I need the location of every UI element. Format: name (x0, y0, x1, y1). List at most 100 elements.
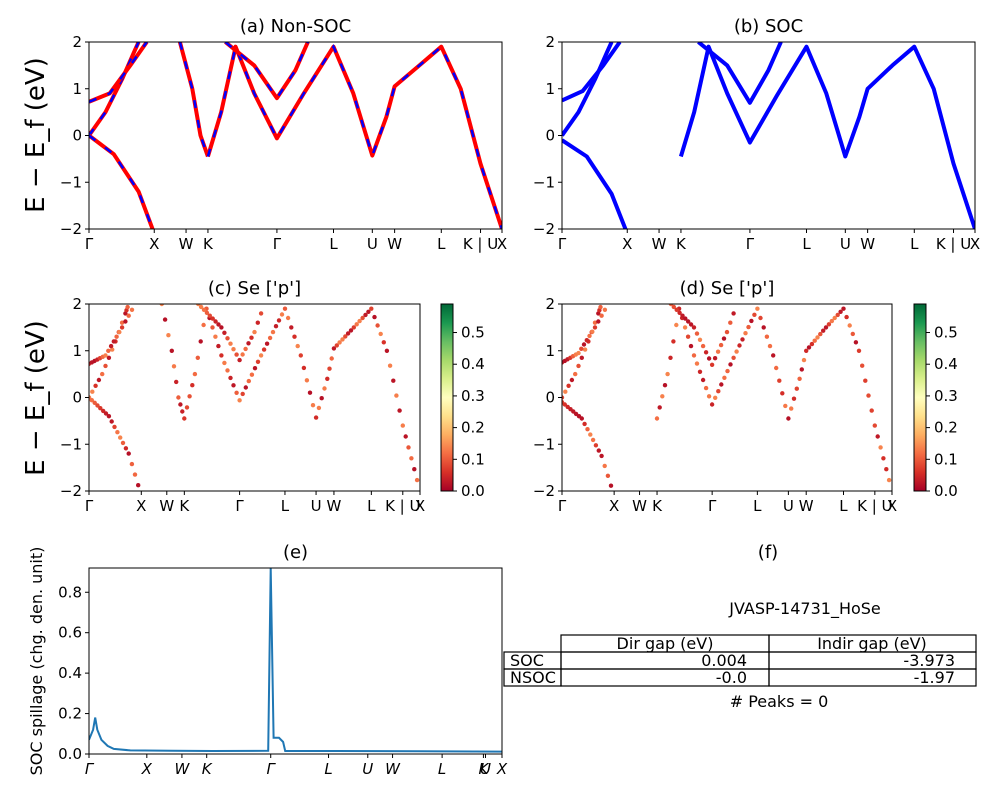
projection-point (755, 306, 760, 311)
panel-f-title: (f) (758, 542, 778, 563)
band-line-dashed (224, 42, 310, 101)
colorbar-tick-label: 0.4 (934, 355, 958, 373)
axes-frame (561, 303, 893, 492)
projection-point (566, 383, 571, 388)
projection-point (237, 357, 242, 363)
projection-point (112, 424, 117, 430)
projection-point (847, 323, 852, 328)
projection-point (660, 394, 665, 399)
projection-point (654, 416, 660, 421)
x-tick-label: Γ (85, 497, 94, 515)
projection-point (95, 403, 100, 408)
projection-point (569, 377, 575, 383)
projection-point (204, 310, 210, 315)
colorbar-gradient (913, 303, 927, 492)
projection-point (719, 382, 724, 387)
panel-f: (f) JVASP-14731_HoSe Dir gap (eV) Indir … (503, 542, 977, 711)
band-line (224, 42, 310, 101)
colorbar-gradient (440, 303, 454, 492)
projection-point (348, 328, 354, 333)
colorbar-tick-label: 0.5 (461, 324, 485, 342)
projection-point (126, 451, 131, 456)
x-tick-label: X (136, 497, 146, 515)
projection-point (691, 325, 697, 330)
projection-point (192, 371, 198, 377)
projection-point (832, 315, 837, 321)
projection-point (351, 325, 356, 330)
projection-point (582, 347, 588, 352)
x-tick-label: L (329, 235, 338, 253)
y-tick-label: 0.6 (58, 624, 82, 642)
projection-point (761, 325, 766, 330)
projection-point (249, 372, 255, 377)
projection-point (818, 331, 823, 337)
projection-point (103, 411, 109, 416)
x-tick-label: K (202, 760, 213, 778)
projection-point (709, 362, 715, 367)
projection-point (289, 325, 294, 330)
panel-title: (e) (283, 542, 308, 563)
x-tick-label: Γ (235, 497, 244, 515)
x-tick-label: X (497, 235, 507, 253)
y-tick-label: 1 (545, 80, 555, 98)
x-tick-label: Γ (558, 497, 567, 515)
panel-title: (c) Se ['p'] (208, 278, 301, 299)
projection-point (381, 340, 386, 345)
x-tick-label: X (415, 497, 425, 515)
y-axis-label: SOC spillage (chg. den. unit) (27, 547, 46, 776)
projection-point (794, 386, 799, 391)
projection-point (96, 377, 102, 383)
y-tick-label: 2 (545, 33, 555, 51)
projection-point (337, 340, 342, 345)
projection-point (806, 345, 812, 350)
x-tick-label: U (783, 497, 794, 515)
projection-point (605, 473, 611, 478)
projection-point (866, 393, 871, 398)
projection-point (746, 324, 751, 330)
projection-point (246, 378, 251, 384)
projection-point (767, 343, 773, 349)
projection-point (683, 316, 688, 321)
projection-point (378, 331, 383, 337)
projection-point (789, 406, 794, 411)
projection-point (219, 325, 224, 330)
x-tick-label: K (203, 235, 214, 253)
projection-point (599, 453, 604, 459)
projection-point (343, 334, 348, 339)
x-tick-label: K | U (385, 497, 420, 515)
projection-point (225, 336, 230, 341)
projection-point (844, 314, 849, 320)
projection-point (801, 357, 807, 363)
band-line-dashed (206, 42, 502, 229)
x-tick-label: W (175, 760, 191, 778)
projection-point (198, 339, 203, 344)
projection-point (592, 320, 598, 325)
x-tick-label: W (327, 497, 342, 515)
projection-point (187, 394, 192, 399)
projection-point (685, 334, 691, 339)
projection-point (115, 430, 120, 435)
projection-point (665, 371, 670, 377)
x-tick-label: W (652, 235, 667, 253)
projection-point (120, 440, 126, 446)
projection-point (590, 437, 596, 443)
projection-point (360, 315, 365, 321)
projection-point (573, 371, 578, 377)
band-line-dashed (89, 134, 154, 229)
projection-point (240, 352, 245, 357)
x-tick-label: Γ (746, 235, 755, 253)
projection-point (252, 366, 258, 371)
band-line-dashed (178, 42, 210, 157)
projection-point (737, 343, 742, 348)
x-tick-label: L (802, 235, 811, 253)
projection-point (108, 343, 114, 349)
projection-point (680, 313, 685, 318)
projection-point (731, 355, 736, 360)
projection-point (322, 386, 327, 391)
projection-point (686, 319, 691, 324)
colorbar-tick-label: 0.0 (461, 482, 485, 500)
projection-point (261, 347, 267, 352)
projection-point (671, 304, 676, 310)
